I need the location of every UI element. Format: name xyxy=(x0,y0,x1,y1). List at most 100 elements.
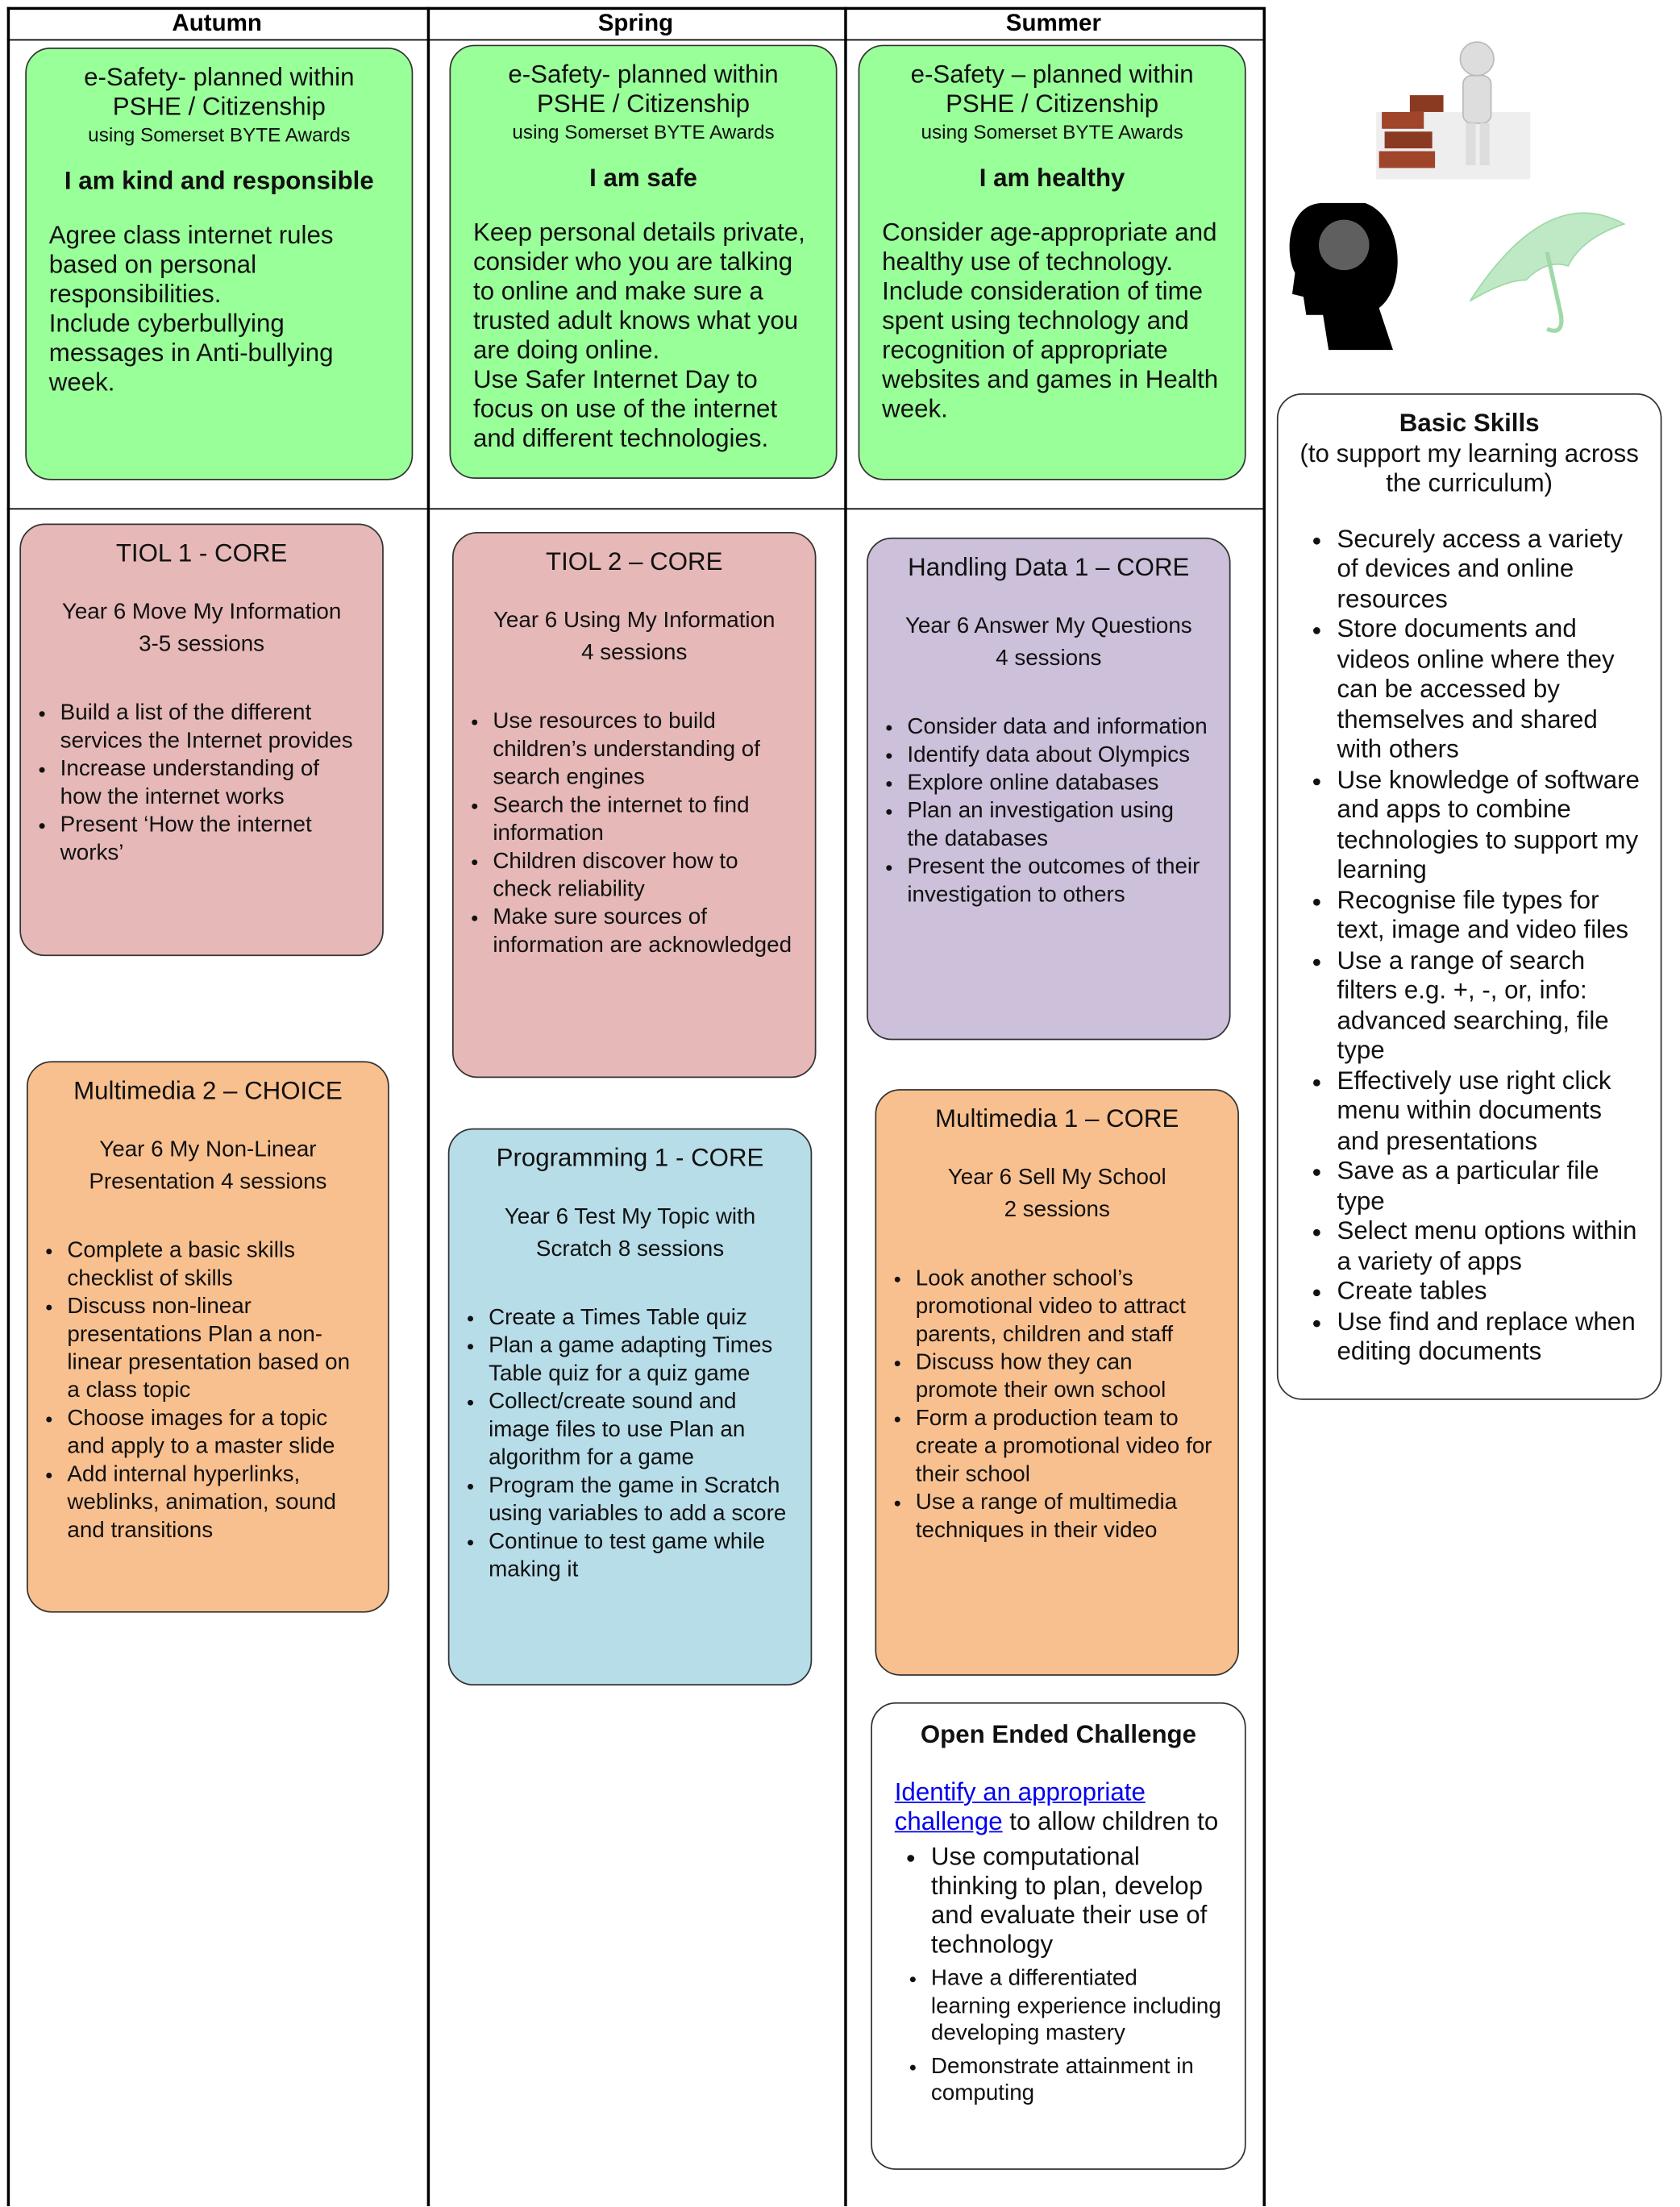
basic-skills-subtitle: (to support my learning across the curri… xyxy=(1300,438,1639,497)
esafety-box: e-Safety- planned within PSHE / Citizens… xyxy=(449,44,838,479)
unit-box: Handling Data 1 – CORE Year 6 Answer My Q… xyxy=(867,537,1231,1041)
challenge-intro: Identify an appropriate challenge to all… xyxy=(895,1778,1222,1837)
basic-skill: Securely access a variety of devices and… xyxy=(1337,524,1641,614)
unit-bullet: Complete a basic skills checklist of ski… xyxy=(67,1237,368,1293)
esafety-text: Agree class internet rules based on pers… xyxy=(48,221,334,309)
esafety-heading: e-Safety- planned within PSHE / Citizens… xyxy=(508,60,779,118)
challenge-box: Open Ended Challenge Identify an appropri… xyxy=(871,1702,1246,2170)
challenge-list: Use computational thinking to plan, deve… xyxy=(895,1842,1222,2107)
esafety-text: Consider age-appropriate and healthy use… xyxy=(882,218,1217,276)
unit-bullet: Use resources to build children’s unders… xyxy=(493,709,795,792)
unit-title: Programming 1 - CORE xyxy=(496,1143,764,1172)
unit-bullet: Plan an investigation using the database… xyxy=(907,798,1209,854)
unit-bullet: Program the game in Scratch using variab… xyxy=(489,1473,791,1528)
unit-bullets: Consider data and informationIdentify da… xyxy=(888,714,1209,910)
basic-skill: Select menu options within a variety of … xyxy=(1337,1216,1641,1277)
esafety-theme: I am healthy xyxy=(979,164,1125,192)
esafety-box: e-Safety- planned within PSHE / Citizens… xyxy=(25,48,414,480)
unit-bullet: Choose images for a topic and apply to a… xyxy=(67,1406,368,1461)
unit-box: TIOL 1 - CORE Year 6 Move My Information 3… xyxy=(19,523,384,957)
unit-title: Multimedia 1 – CORE xyxy=(935,1104,1179,1133)
unit-bullet: Present ‘How the internet works’ xyxy=(60,812,363,867)
illustrations xyxy=(1289,41,1626,351)
column-rule xyxy=(1262,6,1266,2207)
column-header: Autumn xyxy=(172,10,262,37)
unit-title: TIOL 2 – CORE xyxy=(545,547,723,576)
unit-bullet: Children discover how to check reliabili… xyxy=(493,848,795,904)
unit-bullet: Build a list of the different services t… xyxy=(60,700,363,755)
esafety-theme: I am safe xyxy=(589,164,697,192)
basic-skill: Save as a particular file type xyxy=(1337,1157,1641,1217)
unit-bullet: Add internal hyperlinks, weblinks, anima… xyxy=(67,1461,368,1545)
unit-detail: Year 6 Answer My Questions xyxy=(904,614,1192,638)
unit-bullet: Plan a game adapting Times Table quiz fo… xyxy=(489,1332,791,1388)
esafety-subheading: using Somerset BYTE Awards xyxy=(88,123,351,146)
challenge-bullet: Have a differentiated learning experienc… xyxy=(931,1965,1222,2047)
esafety-text: Include consideration of time spent usin… xyxy=(882,276,1219,423)
basic-skill: Use knowledge of software and apps to co… xyxy=(1337,765,1641,885)
basic-skills-list: Securely access a variety of devices and… xyxy=(1298,524,1640,1366)
unit-bullet: Look another school’s promotional video … xyxy=(916,1266,1218,1349)
unit-box: Programming 1 - CORE Year 6 Test My Topic… xyxy=(447,1128,813,1685)
challenge-bullet: Demonstrate attainment in computing xyxy=(931,2053,1222,2108)
column-header: Summer xyxy=(1005,10,1101,37)
esafety-text: Use Safer Internet Day to focus on use o… xyxy=(473,365,778,452)
challenge-bullet: Use computational thinking to plan, deve… xyxy=(931,1842,1222,1960)
unit-detail: Year 6 Test My Topic with Scratch 8 sess… xyxy=(504,1205,756,1261)
basic-skills-box: Basic Skills (to support my learning acro… xyxy=(1276,393,1662,1400)
basic-skill: Store documents and videos online where … xyxy=(1337,614,1641,765)
unit-bullet: Present the outcomes of their investigat… xyxy=(907,854,1209,909)
esafety-subheading: using Somerset BYTE Awards xyxy=(921,120,1183,143)
esafety-heading: e-Safety – planned within PSHE / Citizen… xyxy=(910,60,1194,118)
column-header: Spring xyxy=(597,10,674,37)
column-rule xyxy=(844,6,846,2207)
unit-bullet: Increase understanding of how the intern… xyxy=(60,756,363,812)
unit-bullet: Collect/create sound and image files to … xyxy=(489,1389,791,1473)
unit-bullet: Use a range of multimedia techniques in … xyxy=(916,1490,1218,1545)
unit-bullet: Discuss how they can promote their own s… xyxy=(916,1349,1218,1405)
esafety-heading: e-Safety- planned within PSHE / Citizens… xyxy=(84,63,355,121)
unit-bullet: Consider data and information xyxy=(907,714,1209,742)
basic-skill: Use find and replace when editing docume… xyxy=(1337,1307,1641,1367)
esafety-subheading: using Somerset BYTE Awards xyxy=(512,120,775,143)
brick-figure xyxy=(1376,41,1531,180)
column-rule xyxy=(6,6,10,2207)
unit-box: Multimedia 1 – CORE Year 6 Sell My School… xyxy=(875,1089,1239,1676)
unit-bullet: Identify data about Olympics xyxy=(907,742,1209,770)
unit-bullets: Complete a basic skills checklist of ski… xyxy=(48,1237,368,1545)
challenge-link[interactable]: Identify an appropriate challenge xyxy=(894,1777,1146,1835)
unit-title: TIOL 1 - CORE xyxy=(115,538,288,567)
unit-box: TIOL 2 – CORE Year 6 Using My Information… xyxy=(451,531,817,1079)
unit-bullet: Continue to test game while making it xyxy=(489,1528,791,1584)
esafety-theme: I am kind and responsible xyxy=(64,166,374,195)
unit-bullets: Create a Times Table quizPlan a game ada… xyxy=(469,1305,791,1585)
unit-bullet: Search the internet to find information xyxy=(493,792,795,848)
unit-bullets: Build a list of the different services t… xyxy=(40,700,362,867)
basic-skill: Use a range of search filters e.g. +, -,… xyxy=(1337,946,1641,1066)
basic-skills-title: Basic Skills xyxy=(1399,409,1540,437)
challenge-text: to allow children to xyxy=(1009,1807,1219,1835)
unit-detail: 4 sessions xyxy=(996,646,1102,671)
table-rule xyxy=(6,508,1263,510)
unit-bullet: Make sure sources of information are ack… xyxy=(493,904,795,960)
esafety-box: e-Safety – planned within PSHE / Citizen… xyxy=(858,44,1246,480)
umbrella xyxy=(1469,212,1626,333)
unit-bullet: Form a production team to create a promo… xyxy=(916,1406,1218,1490)
unit-title: Handling Data 1 – CORE xyxy=(908,552,1190,581)
unit-detail: 4 sessions xyxy=(581,641,688,665)
unit-detail: Year 6 Sell My School xyxy=(947,1166,1166,1191)
unit-bullet: Explore online databases xyxy=(907,770,1209,798)
unit-bullets: Use resources to build children’s unders… xyxy=(473,709,795,961)
unit-detail: Year 6 My Non-Linear Presentation 4 sess… xyxy=(89,1137,327,1195)
unit-box: Multimedia 2 – CHOICE Year 6 My Non-Linea… xyxy=(26,1061,389,1613)
table-rule xyxy=(6,6,1263,10)
unit-detail: Year 6 Using My Information xyxy=(493,609,776,633)
unit-bullet: Discuss non-linear presentations Plan a … xyxy=(67,1294,368,1406)
esafety-text: Keep personal details private, consider … xyxy=(473,218,805,364)
basic-skill: Create tables xyxy=(1337,1277,1641,1307)
unit-detail: 2 sessions xyxy=(1004,1198,1110,1223)
esafety-text: Include cyberbullying messages in Anti-b… xyxy=(48,309,334,397)
unit-bullets: Look another school’s promotional video … xyxy=(896,1266,1217,1545)
unit-detail: 3-5 sessions xyxy=(139,632,265,657)
